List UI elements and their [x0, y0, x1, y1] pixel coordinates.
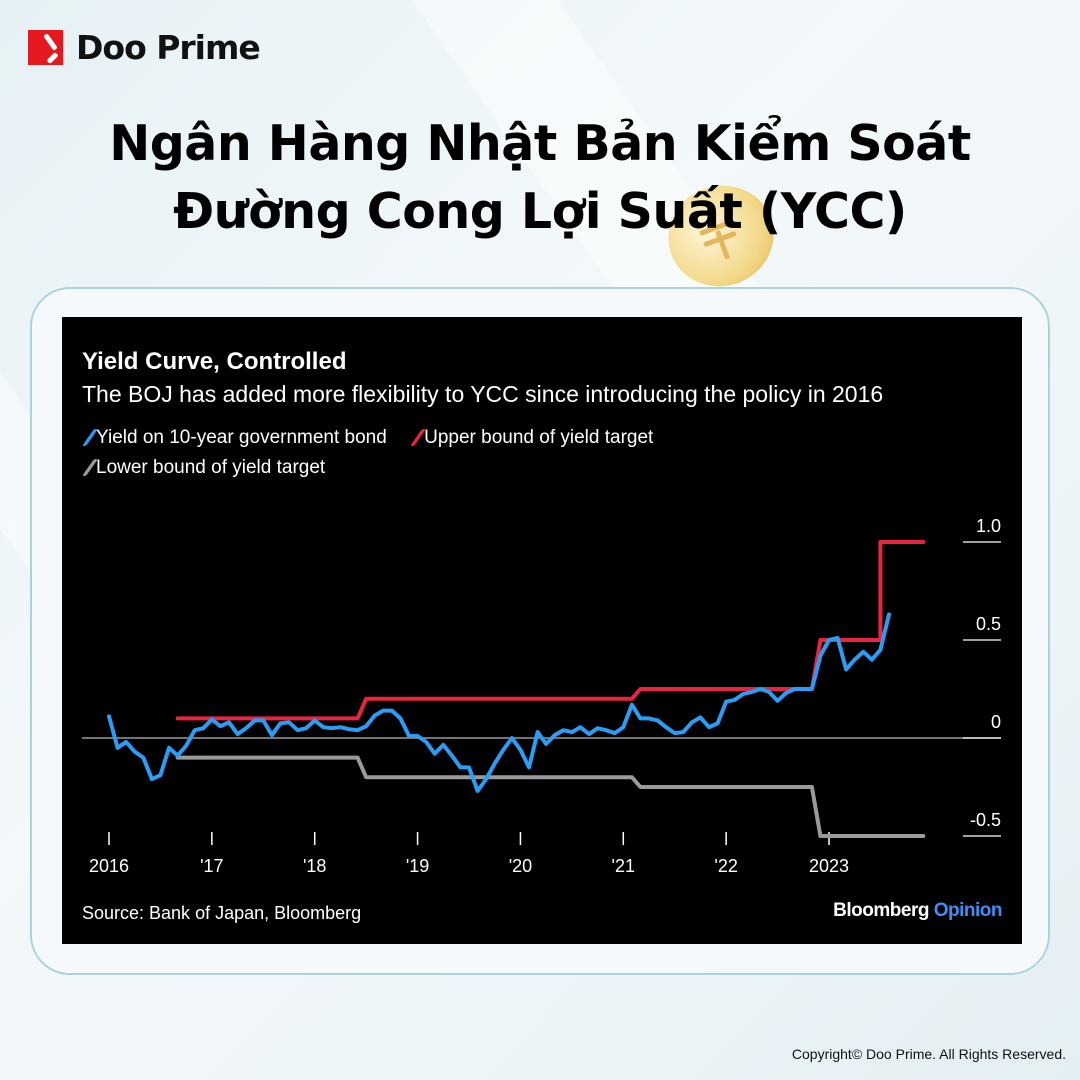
- chart-header: Yield Curve, Controlled The BOJ has adde…: [82, 347, 992, 484]
- legend-label: Upper bound of yield target: [424, 427, 654, 448]
- headline: Ngân Hàng Nhật Bản Kiểm Soát Đường Cong …: [0, 110, 1080, 246]
- x-tick-label: '21: [612, 856, 635, 876]
- x-tick-label: '19: [406, 856, 429, 876]
- y-tick-label: -0.5: [970, 810, 1001, 830]
- legend-item-upper: Upper bound of yield target: [410, 424, 653, 451]
- chart-source: Source: Bank of Japan, Bloomberg: [82, 903, 362, 923]
- copyright: Copyright© Doo Prime. All Rights Reserve…: [791, 1046, 1066, 1062]
- x-tick-label: 2016: [89, 856, 129, 876]
- x-tick-label: '22: [714, 856, 737, 876]
- headline-line-1: Ngân Hàng Nhật Bản Kiểm Soát: [109, 115, 971, 172]
- series-line-10y-yield: [107, 612, 891, 793]
- x-tick-label: 2023: [809, 856, 849, 876]
- chart-subtitle: The BOJ has added more flexibility to YC…: [82, 381, 884, 407]
- chart-title: Yield Curve, Controlled: [82, 348, 347, 375]
- credit-main: Bloomberg: [833, 900, 929, 921]
- y-tick-label: 0: [991, 712, 1001, 732]
- legend-item-yield: Yield on 10-year government bond: [82, 424, 387, 451]
- bloomberg-opinion-credit: Bloomberg Opinion: [833, 900, 1002, 922]
- chart-plot: 1.0 0.5 0 -0.5 2016 '17 '18 '19 '20 '21 '22 2023: [82, 516, 1001, 876]
- doo-prime-logo: Doo Prime: [28, 28, 261, 67]
- series-line-lower-bound: [175, 755, 926, 838]
- chart-panel: 1.0 0.5 0 -0.5 2016 '17 '18 '19 '20 '21 '22 2023 Yi…: [62, 317, 1022, 944]
- legend-item-lower: Lower bound of yield target: [82, 454, 325, 481]
- headline-line-2: Đường Cong Lợi Suất (YCC): [173, 183, 907, 240]
- chart-legend: Yield on 10-year government bond Upper b…: [82, 424, 802, 484]
- credit-accent: Opinion: [933, 900, 1003, 921]
- y-tick-label: 1.0: [976, 516, 1001, 536]
- x-tick-label: '17: [200, 856, 223, 876]
- legend-label: Lower bound of yield target: [96, 457, 326, 478]
- x-tick-label: '20: [509, 856, 532, 876]
- legend-label: Yield on 10-year government bond: [96, 427, 387, 448]
- y-tick-label: 0.5: [976, 614, 1001, 634]
- x-tick-label: '18: [303, 856, 326, 876]
- doo-prime-logo-icon: [28, 30, 63, 65]
- logo-text: Doo Prime: [76, 28, 261, 67]
- series-line-upper-bound: [175, 540, 926, 721]
